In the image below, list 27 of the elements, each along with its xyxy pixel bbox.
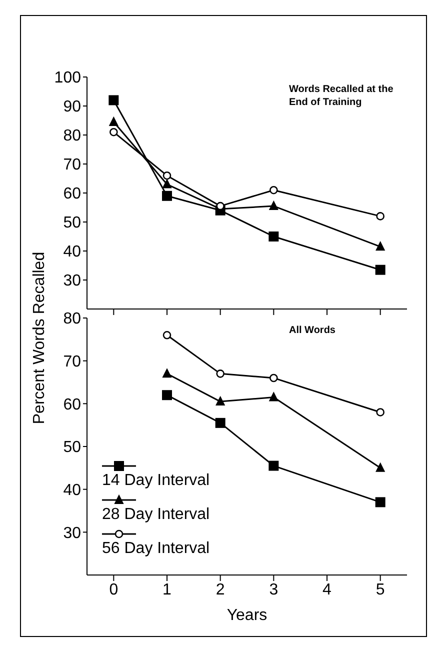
legend-label: 14 Day Interval (102, 472, 210, 490)
y-tick-label: 100 (54, 70, 82, 87)
y-tick-label: 70 (63, 156, 82, 174)
y-tick-label: 30 (63, 272, 82, 290)
x-tick-label: 3 (269, 581, 278, 598)
y-tick-label: 30 (63, 524, 82, 542)
y-tick-label: 70 (63, 354, 82, 371)
y-tick-label: 40 (63, 244, 82, 261)
x-tick-label: 1 (162, 581, 172, 598)
y-tick-label: 60 (63, 186, 82, 203)
y-axis-title: Percent Words Recalled (31, 252, 49, 424)
x-tick-label: 0 (109, 581, 118, 598)
x-tick-label: 2 (216, 581, 225, 598)
y-tick-label: 90 (63, 98, 82, 116)
annotation: Words Recalled at the End of Training (289, 83, 394, 109)
x-tick-label: 4 (322, 581, 332, 598)
y-tick-label: 80 (63, 310, 82, 328)
y-tick-label: 60 (63, 396, 82, 414)
legend-label: 28 Day Interval (102, 506, 210, 524)
y-tick-label: 40 (63, 482, 82, 500)
legend-label: 56 Day Interval (102, 540, 210, 558)
y-tick-label: 50 (63, 214, 82, 232)
x-tick-label: 5 (376, 581, 385, 598)
y-tick-label: 50 (63, 439, 82, 456)
x-axis-title: Years (226, 607, 268, 624)
annotation: All Words (289, 324, 336, 337)
y-tick-label: 80 (63, 128, 82, 145)
